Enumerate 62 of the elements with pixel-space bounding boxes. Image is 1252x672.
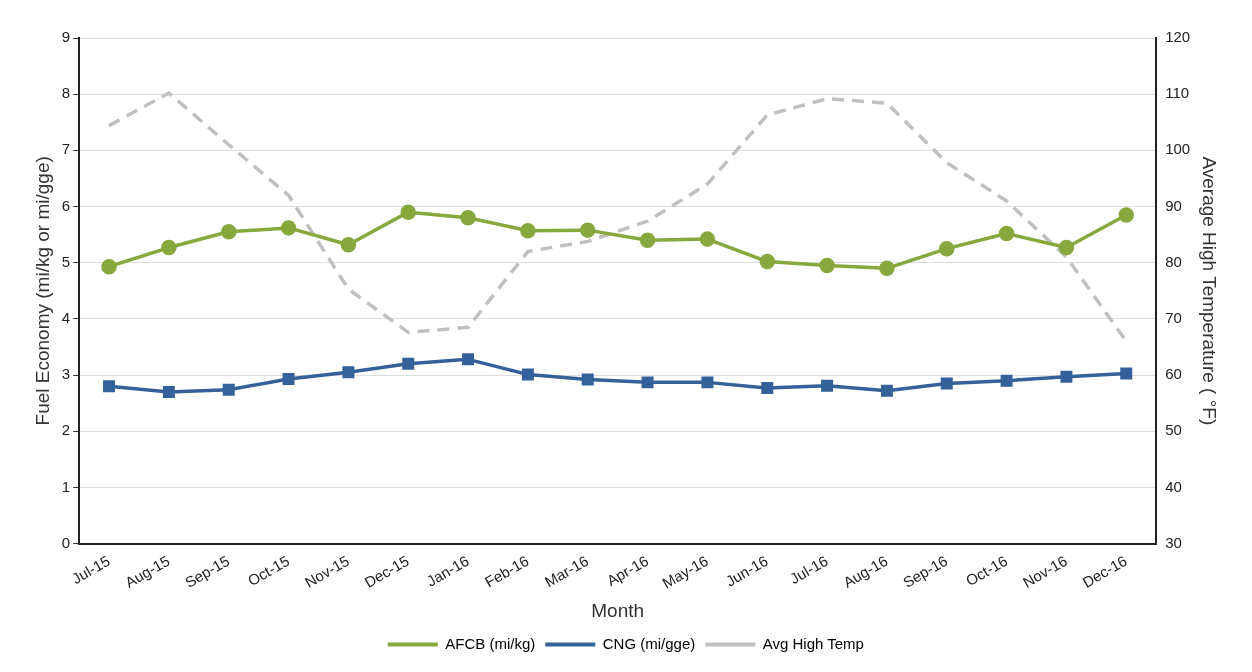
y-tick-label: 3 [61,365,71,383]
y2-tick-label: 70 [1165,309,1182,327]
point [220,224,237,240]
point [641,376,654,389]
y-tick-label: 1 [61,477,71,495]
y-tick-label: 2 [61,421,71,439]
y2-tick-label: 90 [1165,196,1182,214]
point [460,210,476,226]
y2-tick-label: 100 [1165,140,1191,158]
y2-tick-label: 80 [1165,252,1182,270]
point [103,380,116,393]
legend-label: Avg High Temp [762,634,864,652]
y-tick-label: 6 [61,196,71,214]
y-tick-label: 7 [61,140,71,158]
y-tick-label: 8 [61,84,71,102]
y-tick-label: 4 [61,309,71,327]
point [880,384,893,397]
y2-tick-label: 50 [1165,421,1182,439]
y2-tick-label: 60 [1165,365,1182,383]
y2-tick-label: 110 [1165,84,1190,102]
point [940,377,953,390]
y-tick-label: 0 [61,533,71,551]
point [639,232,656,248]
point [162,385,175,398]
y-tick-label: 5 [61,252,71,270]
point [699,231,716,247]
point [581,373,594,386]
point [520,222,536,239]
point [340,236,357,253]
point [1058,239,1075,256]
point [342,366,355,379]
y2-axis-title: Average High Temperature ( °F) [1199,156,1221,426]
y-tick-label: 9 [61,28,71,46]
point [521,368,534,381]
point [282,373,295,385]
point [1120,367,1133,380]
legend-label: AFCB (mi/kg) [445,634,536,652]
point [222,383,235,396]
x-axis-title: Month [591,599,645,621]
y2-tick-label: 120 [1165,28,1191,46]
point [462,353,475,366]
point [701,376,714,389]
point [402,357,415,370]
point [1000,374,1013,387]
point [400,204,416,220]
point [161,239,177,256]
point [998,225,1015,242]
point [1060,370,1073,383]
point [879,260,895,277]
point [1118,207,1135,223]
y-axis-title: Fuel Economy (mi/kg or mi/gge) [31,156,53,426]
point [101,258,117,275]
legend-label: CNG (mi/gge) [602,634,696,652]
point [821,379,834,392]
y2-tick-label: 40 [1165,477,1182,495]
point [280,220,297,236]
point [819,257,835,274]
point [761,382,774,394]
point [579,222,596,238]
point [759,253,775,270]
point [939,240,955,257]
y2-tick-label: 30 [1165,533,1182,551]
